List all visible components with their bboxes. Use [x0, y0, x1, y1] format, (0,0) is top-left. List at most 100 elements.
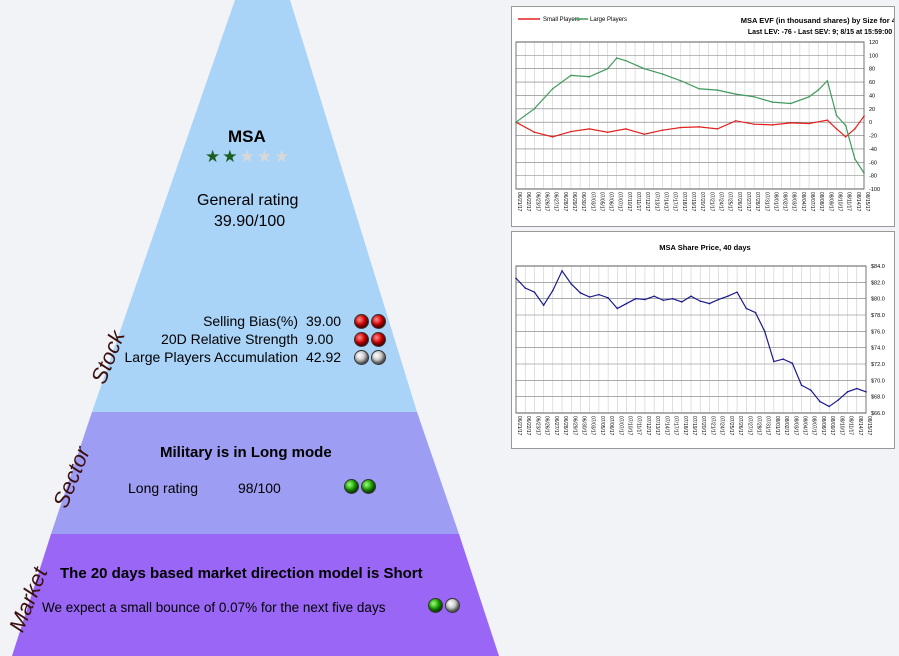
y-tick-label: $66.0	[871, 411, 885, 417]
data-point	[789, 102, 792, 105]
x-tick-label: 06/22/17	[525, 416, 531, 436]
x-tick-label: 08/02/17	[782, 192, 788, 212]
x-tick-label: 07/24/17	[719, 416, 725, 436]
data-point	[698, 87, 700, 90]
legend-large: Large Players	[590, 17, 627, 23]
data-point	[515, 121, 517, 123]
x-tick-label: 06/29/17	[571, 416, 577, 436]
data-point	[588, 128, 591, 130]
green-ball-icon	[344, 479, 359, 495]
data-point	[865, 390, 867, 393]
data-point	[863, 115, 865, 117]
x-tick-label: 08/09/17	[827, 192, 833, 212]
x-tick-label: 07/27/17	[746, 416, 752, 436]
x-tick-label: 06/27/17	[553, 192, 559, 212]
market-signal-balls	[426, 597, 460, 615]
metric-balls	[352, 330, 386, 347]
x-tick-label: 06/26/17	[543, 192, 549, 212]
data-point	[844, 124, 847, 127]
data-point	[773, 360, 775, 363]
metric-label: Selling Bias(%)	[203, 313, 298, 329]
data-point	[533, 108, 536, 110]
data-point	[606, 67, 609, 70]
x-tick-label: 07/17/17	[672, 192, 678, 212]
data-point	[855, 387, 858, 390]
data-point	[598, 293, 600, 296]
y-tick-label: $84.0	[871, 264, 885, 270]
x-tick-label: 07/28/17	[755, 416, 761, 436]
data-point	[690, 295, 692, 298]
data-point	[661, 73, 664, 75]
ticker: MSA	[228, 127, 266, 146]
x-tick-label: 07/27/17	[745, 192, 751, 212]
data-point	[588, 75, 591, 78]
x-tick-label: 07/14/17	[663, 416, 669, 436]
sector-rating-label: Long rating	[128, 480, 199, 496]
x-tick-label: 07/05/17	[599, 416, 605, 436]
metric-balls	[352, 348, 386, 365]
sector-title: Military is in Long mode	[160, 444, 332, 461]
data-point	[809, 389, 812, 391]
series-line	[515, 115, 865, 138]
data-point	[653, 295, 655, 298]
x-tick-label: 08/01/17	[774, 416, 780, 436]
data-point	[800, 384, 803, 387]
x-tick-label: 07/26/17	[737, 416, 743, 436]
data-point	[734, 120, 737, 122]
green-ball-icon	[361, 479, 376, 495]
x-tick-label: 06/28/17	[562, 416, 568, 436]
data-point	[708, 302, 711, 305]
x-tick-label: 08/08/17	[818, 192, 824, 212]
x-tick-label: 07/25/17	[728, 416, 734, 436]
x-tick-label: 08/15/17	[866, 416, 872, 436]
x-tick-label: 08/11/17	[848, 416, 854, 435]
data-point	[771, 101, 774, 103]
data-point	[634, 297, 637, 300]
data-point	[680, 301, 683, 303]
x-tick-label: 07/03/17	[590, 416, 596, 436]
sector-tier	[51, 412, 459, 534]
market-title: The 20 days based market direction model…	[60, 565, 423, 582]
data-point	[607, 297, 609, 299]
y-tick-label: 20	[869, 107, 875, 113]
x-tick-label: 06/21/17	[516, 416, 522, 436]
x-tick-label: 07/13/17	[653, 192, 659, 212]
data-point	[817, 89, 820, 91]
x-tick-label: 07/11/17	[636, 416, 642, 435]
data-point	[753, 95, 755, 98]
y-tick-label: $80.0	[871, 297, 885, 303]
evf-subtitle: Last LEV: -76 - Last SEV: 9; 8/15 at 15:…	[748, 29, 892, 36]
price-chart: MSA Share Price, 40 days $84.0 $82.0 $80.0…	[511, 231, 895, 449]
metric-value: 9.00	[306, 331, 334, 347]
data-point	[561, 270, 563, 272]
data-point	[736, 291, 738, 293]
data-point	[826, 79, 829, 82]
x-tick-label: 08/07/17	[809, 192, 815, 212]
x-tick-label: 06/27/17	[553, 416, 559, 436]
x-tick-label: 07/24/17	[717, 192, 723, 212]
general-rating-value: 39.90/100	[214, 213, 286, 230]
x-tick-label: 08/11/17	[846, 192, 852, 211]
metric-value: 39.00	[306, 313, 342, 329]
data-point	[808, 95, 810, 98]
red-ball-icon	[354, 331, 369, 347]
x-tick-label: 07/20/17	[700, 416, 706, 436]
gray-ball-icon	[371, 349, 386, 365]
x-tick-label: 06/23/17	[534, 192, 540, 212]
data-point	[615, 57, 618, 59]
x-tick-label: 06/26/17	[544, 416, 550, 436]
x-tick-label: 07/14/17	[663, 192, 669, 212]
data-point	[734, 93, 737, 95]
x-tick-label: 07/17/17	[673, 416, 679, 436]
data-point	[625, 59, 627, 62]
y-tick-label: $82.0	[871, 280, 885, 286]
series-line	[515, 57, 865, 174]
data-point	[717, 298, 720, 301]
data-point	[753, 123, 755, 125]
price-chart-svg: MSA Share Price, 40 days $84.0 $82.0 $80.0…	[515, 243, 885, 436]
rating-stars: ★ ★ ★ ★ ★	[205, 147, 291, 167]
data-point	[552, 289, 554, 292]
metric-value: 42.92	[306, 349, 342, 365]
data-point	[662, 299, 665, 302]
data-point	[808, 122, 810, 125]
